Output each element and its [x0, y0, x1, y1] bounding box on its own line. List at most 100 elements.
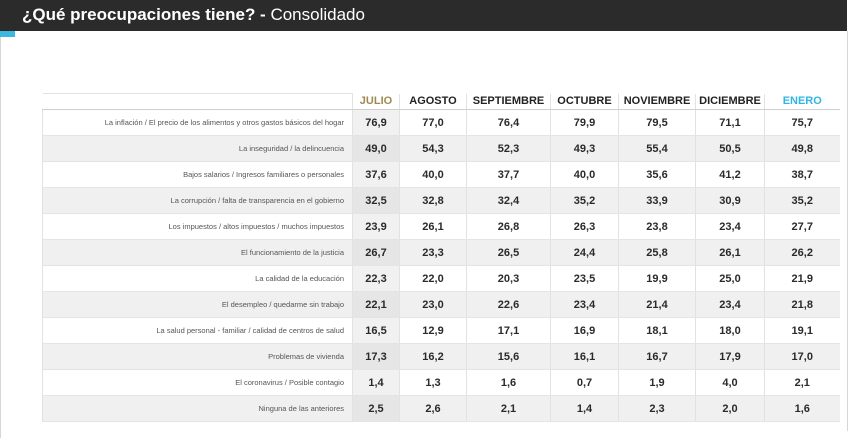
value-cell-agosto: 40,0: [399, 161, 467, 188]
value-cell-octubre: 26,3: [550, 213, 619, 240]
row-label: El desempleo / quedarme sin trabajo: [42, 291, 353, 318]
table-row: La inseguridad / la delincuencia 49,0 54,3…: [42, 135, 840, 162]
value-cell-septiembre: 26,8: [466, 213, 551, 240]
value-cell-agosto: 23,0: [399, 291, 467, 318]
value-cell-julio: 32,5: [352, 187, 400, 214]
row-label: Ninguna de las anteriores: [42, 395, 353, 422]
value-cell-noviembre: 21,4: [618, 291, 696, 318]
value-cell-julio: 37,6: [352, 161, 400, 188]
value-cell-agosto: 54,3: [399, 135, 467, 162]
value-cell-enero: 26,2: [764, 239, 840, 266]
concerns-table: JULIO AGOSTO SEPTIEMBRE OCTUBRE NOVIEMBR…: [42, 93, 840, 422]
value-cell-octubre: 1,4: [550, 395, 619, 422]
value-cell-diciembre: 26,1: [695, 239, 765, 266]
value-cell-enero: 27,7: [764, 213, 840, 240]
value-cell-enero: 75,7: [764, 109, 840, 136]
value-cell-noviembre: 33,9: [618, 187, 696, 214]
table-header-row: JULIO AGOSTO SEPTIEMBRE OCTUBRE NOVIEMBR…: [42, 93, 840, 110]
value-cell-noviembre: 16,7: [618, 343, 696, 370]
value-cell-octubre: 0,7: [550, 369, 619, 396]
value-cell-agosto: 16,2: [399, 343, 467, 370]
value-cell-julio: 1,4: [352, 369, 400, 396]
column-header-diciembre: DICIEMBRE: [695, 93, 765, 110]
row-label: Problemas de vivienda: [42, 343, 353, 370]
header-corner-cell: [42, 93, 353, 110]
value-cell-diciembre: 25,0: [695, 265, 765, 292]
value-cell-enero: 1,6: [764, 395, 840, 422]
value-cell-julio: 26,7: [352, 239, 400, 266]
value-cell-enero: 2,1: [764, 369, 840, 396]
value-cell-octubre: 23,4: [550, 291, 619, 318]
value-cell-octubre: 35,2: [550, 187, 619, 214]
value-cell-septiembre: 20,3: [466, 265, 551, 292]
table-row: Ninguna de las anteriores 2,5 2,6 2,1 1,4 2,3…: [42, 395, 840, 422]
title-question: ¿Qué preocupaciones tiene?: [22, 5, 256, 24]
column-header-agosto: AGOSTO: [399, 93, 467, 110]
value-cell-enero: 17,0: [764, 343, 840, 370]
value-cell-enero: 49,8: [764, 135, 840, 162]
table-row: La calidad de la educación 22,3 22,0 20,3 23…: [42, 265, 840, 292]
table-row: Los impuestos / altos impuestos / muchos…: [42, 213, 840, 240]
value-cell-diciembre: 50,5: [695, 135, 765, 162]
frame-left-border: [0, 37, 1, 438]
column-header-julio: JULIO: [352, 93, 400, 110]
table-body: La inflación / El precio de los alimento…: [42, 109, 840, 422]
table-row: Problemas de vivienda 17,3 16,2 15,6 16,1 16,…: [42, 343, 840, 370]
value-cell-noviembre: 55,4: [618, 135, 696, 162]
value-cell-octubre: 16,1: [550, 343, 619, 370]
value-cell-diciembre: 71,1: [695, 109, 765, 136]
value-cell-diciembre: 17,9: [695, 343, 765, 370]
row-label: La calidad de la educación: [42, 265, 353, 292]
value-cell-diciembre: 2,0: [695, 395, 765, 422]
table-row: El funcionamiento de la justicia 26,7 23,3…: [42, 239, 840, 266]
value-cell-diciembre: 4,0: [695, 369, 765, 396]
value-cell-julio: 23,9: [352, 213, 400, 240]
title-subtitle: Consolidado: [270, 5, 365, 24]
value-cell-agosto: 26,1: [399, 213, 467, 240]
value-cell-julio: 76,9: [352, 109, 400, 136]
value-cell-septiembre: 52,3: [466, 135, 551, 162]
frame-right-border: [847, 31, 848, 431]
value-cell-enero: 38,7: [764, 161, 840, 188]
table-row: La inflación / El precio de los alimento…: [42, 109, 840, 136]
row-label: Los impuestos / altos impuestos / muchos…: [42, 213, 353, 240]
table-row: El coronavirus / Posible contagio 1,4 1,3 1…: [42, 369, 840, 396]
value-cell-julio: 16,5: [352, 317, 400, 344]
value-cell-enero: 21,8: [764, 291, 840, 318]
value-cell-noviembre: 1,9: [618, 369, 696, 396]
value-cell-diciembre: 23,4: [695, 213, 765, 240]
value-cell-octubre: 16,9: [550, 317, 619, 344]
row-label: El coronavirus / Posible contagio: [42, 369, 353, 396]
value-cell-enero: 35,2: [764, 187, 840, 214]
column-header-septiembre: SEPTIEMBRE: [466, 93, 551, 110]
value-cell-octubre: 23,5: [550, 265, 619, 292]
value-cell-octubre: 40,0: [550, 161, 619, 188]
value-cell-diciembre: 30,9: [695, 187, 765, 214]
row-label: Bajos salarios / Ingresos familiares o p…: [42, 161, 353, 188]
value-cell-diciembre: 18,0: [695, 317, 765, 344]
column-header-octubre: OCTUBRE: [550, 93, 619, 110]
value-cell-septiembre: 1,6: [466, 369, 551, 396]
value-cell-septiembre: 2,1: [466, 395, 551, 422]
value-cell-noviembre: 2,3: [618, 395, 696, 422]
page-title: ¿Qué preocupaciones tiene? - Consolidado: [22, 5, 365, 25]
value-cell-julio: 49,0: [352, 135, 400, 162]
column-header-enero: ENERO: [764, 93, 840, 110]
value-cell-agosto: 1,3: [399, 369, 467, 396]
value-cell-septiembre: 26,5: [466, 239, 551, 266]
row-label: La corrupción / falta de transparencia e…: [42, 187, 353, 214]
row-label: La inseguridad / la delincuencia: [42, 135, 353, 162]
value-cell-julio: 22,1: [352, 291, 400, 318]
title-bar: ¿Qué preocupaciones tiene? - Consolidado: [0, 0, 847, 31]
value-cell-noviembre: 23,8: [618, 213, 696, 240]
value-cell-noviembre: 19,9: [618, 265, 696, 292]
row-label: El funcionamiento de la justicia: [42, 239, 353, 266]
value-cell-agosto: 2,6: [399, 395, 467, 422]
value-cell-septiembre: 37,7: [466, 161, 551, 188]
table-row: El desempleo / quedarme sin trabajo 22,1 2…: [42, 291, 840, 318]
value-cell-agosto: 23,3: [399, 239, 467, 266]
value-cell-agosto: 12,9: [399, 317, 467, 344]
value-cell-octubre: 24,4: [550, 239, 619, 266]
value-cell-septiembre: 15,6: [466, 343, 551, 370]
value-cell-octubre: 49,3: [550, 135, 619, 162]
